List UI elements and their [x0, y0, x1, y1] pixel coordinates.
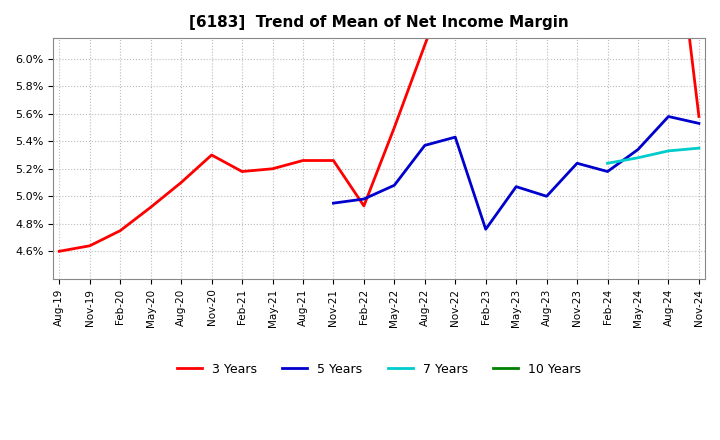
Legend: 3 Years, 5 Years, 7 Years, 10 Years: 3 Years, 5 Years, 7 Years, 10 Years	[173, 358, 586, 381]
Title: [6183]  Trend of Mean of Net Income Margin: [6183] Trend of Mean of Net Income Margi…	[189, 15, 569, 30]
